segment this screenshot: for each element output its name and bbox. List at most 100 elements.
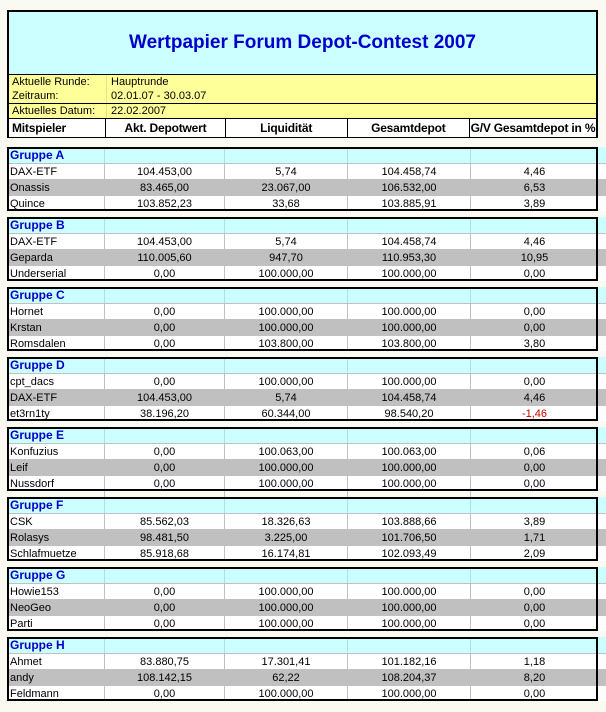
liquiditaet-cell: 5,74 [224, 234, 347, 249]
liquiditaet-cell: 100.000,00 [224, 584, 347, 599]
gv-prozent-cell: 0,00 [470, 686, 598, 701]
player-name-cell: Hornet [10, 305, 44, 318]
gesamtdepot-cell: 100.000,00 [347, 616, 470, 631]
gesamtdepot-cell: 104.458,74 [347, 390, 470, 405]
group-header-spacer-cell [470, 497, 598, 513]
group-header-row: Gruppe C [7, 287, 606, 303]
table-row: et3rn1ty 38.196,20 60.344,00 98.540,20 -1,46 [7, 405, 606, 421]
group-header-spacer-cell [470, 217, 598, 233]
table-row: Nussdorf 0,00 100.000,00 100.000,00 0,00 [7, 475, 606, 491]
gv-prozent-cell: 0,00 [470, 266, 598, 281]
group-header-spacer-cell [224, 357, 347, 373]
table-row: Underserial 0,00 100.000,00 100.000,00 0,00 [7, 265, 606, 281]
depotwert-cell: 83.465,00 [104, 180, 224, 195]
group-header-spacer-cell [470, 147, 598, 163]
gv-prozent-cell: 3,80 [470, 336, 598, 351]
group-header-spacer-cell [347, 427, 470, 443]
group-header-row: Gruppe D [7, 357, 606, 373]
liquiditaet-cell: 100.000,00 [224, 304, 347, 319]
gesamtdepot-cell: 100.063,00 [347, 444, 470, 459]
gv-prozent-cell: 3,89 [470, 514, 598, 529]
liquiditaet-cell: 62,22 [224, 670, 347, 685]
depotwert-cell: 0,00 [104, 266, 224, 281]
page-title: Wertpapier Forum Depot-Contest 2007 [129, 32, 476, 53]
gesamtdepot-cell: 100.000,00 [347, 476, 470, 491]
group-header-spacer-cell [104, 217, 224, 233]
gesamtdepot-cell: 103.800,00 [347, 336, 470, 351]
depotwert-cell: 0,00 [104, 616, 224, 631]
group-section: Gruppe B DAX-ETF 104.453,00 5,74 104.458,74 4… [7, 217, 606, 281]
group-header-row: Gruppe E [7, 427, 606, 443]
player-name-cell: cpt_dacs [10, 375, 55, 388]
info-value-zeitraum: 02.01.07 - 30.03.07 [106, 89, 596, 103]
info-value-runde: Hauptrunde [106, 75, 596, 89]
player-name-cell: Konfuzius [10, 445, 59, 458]
gesamtdepot-cell: 98.540,20 [347, 406, 470, 421]
group-header-spacer-cell [347, 147, 470, 163]
liquiditaet-cell: 100.000,00 [224, 320, 347, 335]
player-name-cell: Rolasys [10, 531, 50, 544]
group-section: Gruppe E Konfuzius 0,00 100.063,00 100.063,0… [7, 427, 606, 497]
gesamtdepot-cell: 100.000,00 [347, 686, 470, 701]
gv-prozent-cell: 0,00 [470, 460, 598, 475]
liquiditaet-cell: 100.000,00 [224, 374, 347, 389]
liquiditaet-cell: 3.225,00 [224, 530, 347, 545]
liquiditaet-cell: 100.000,00 [224, 266, 347, 281]
group-header-spacer-cell [224, 637, 347, 653]
group-header-spacer-cell [347, 287, 470, 303]
gv-prozent-cell: 0,00 [470, 616, 598, 631]
table-row: Feldmann 0,00 100.000,00 100.000,00 0,00 [7, 685, 606, 701]
group-section: Gruppe C Hornet 0,00 100.000,00 100.000,00 0,… [7, 287, 606, 351]
liquiditaet-cell: 100.000,00 [224, 616, 347, 631]
gesamtdepot-cell: 100.000,00 [347, 374, 470, 389]
group-name: Gruppe E [10, 428, 65, 442]
gv-prozent-cell: 10,95 [470, 250, 598, 265]
group-header-spacer-cell [470, 287, 598, 303]
group-name: Gruppe B [10, 218, 65, 232]
depotwert-cell: 0,00 [104, 336, 224, 351]
liquiditaet-cell: 947,70 [224, 250, 347, 265]
group-header-spacer-cell [470, 357, 598, 373]
title-bar: Wertpapier Forum Depot-Contest 2007 [9, 12, 596, 75]
gesamtdepot-cell: 104.458,74 [347, 234, 470, 249]
player-name-cell: CSK [10, 515, 33, 528]
gv-prozent-cell: 0,00 [470, 584, 598, 599]
info-label-runde: Aktuelle Runde: [12, 76, 90, 88]
groups-container: Gruppe A DAX-ETF 104.453,00 5,74 104.458,74 4… [0, 147, 606, 701]
group-name: Gruppe F [10, 498, 64, 512]
depotwert-cell: 85.918,68 [104, 546, 224, 561]
table-row: Hornet 0,00 100.000,00 100.000,00 0,00 [7, 303, 606, 319]
gv-prozent-cell: 1,71 [470, 530, 598, 545]
table-row: Howie153 0,00 100.000,00 100.000,00 0,00 [7, 583, 606, 599]
column-header-gv-prozent: G/V Gesamtdepot in % [468, 119, 596, 137]
column-header-depotwert: Akt. Depotwert [105, 119, 224, 137]
depotwert-cell: 0,00 [104, 374, 224, 389]
table-row: Onassis 83.465,00 23.067,00 106.532,00 6,53 [7, 179, 606, 195]
group-name: Gruppe G [10, 568, 66, 582]
gv-prozent-cell: 8,20 [470, 670, 598, 685]
liquiditaet-cell: 100.000,00 [224, 686, 347, 701]
group-header-spacer-cell [470, 427, 598, 443]
depotwert-cell: 98.481,50 [104, 530, 224, 545]
gesamtdepot-cell: 101.182,16 [347, 654, 470, 669]
liquiditaet-cell: 5,74 [224, 390, 347, 405]
group-section: Gruppe H Ahmet 83.880,75 17.301,41 101.182,1… [7, 637, 606, 701]
player-name-cell: Ahmet [10, 655, 42, 668]
info-label-datum: Aktuelles Datum: [12, 105, 96, 117]
player-name-cell: Romsdalen [10, 337, 66, 350]
group-header-spacer-cell [104, 357, 224, 373]
depotwert-cell: 104.453,00 [104, 234, 224, 249]
column-header-liquiditaet: Liquidität [224, 119, 347, 137]
empty-ghost-row [7, 491, 598, 497]
group-header-spacer-cell [470, 567, 598, 583]
gv-prozent-cell: 2,09 [470, 546, 598, 561]
depotwert-cell: 0,00 [104, 320, 224, 335]
group-section: Gruppe G Howie153 0,00 100.000,00 100.000,00… [7, 567, 606, 631]
liquiditaet-cell: 103.800,00 [224, 336, 347, 351]
group-header-spacer-cell [224, 147, 347, 163]
table-row: DAX-ETF 104.453,00 5,74 104.458,74 4,46 [7, 233, 606, 249]
player-name-cell: Quince [10, 197, 45, 210]
player-name-cell: Feldmann [10, 687, 59, 700]
group-name: Gruppe A [10, 148, 65, 162]
